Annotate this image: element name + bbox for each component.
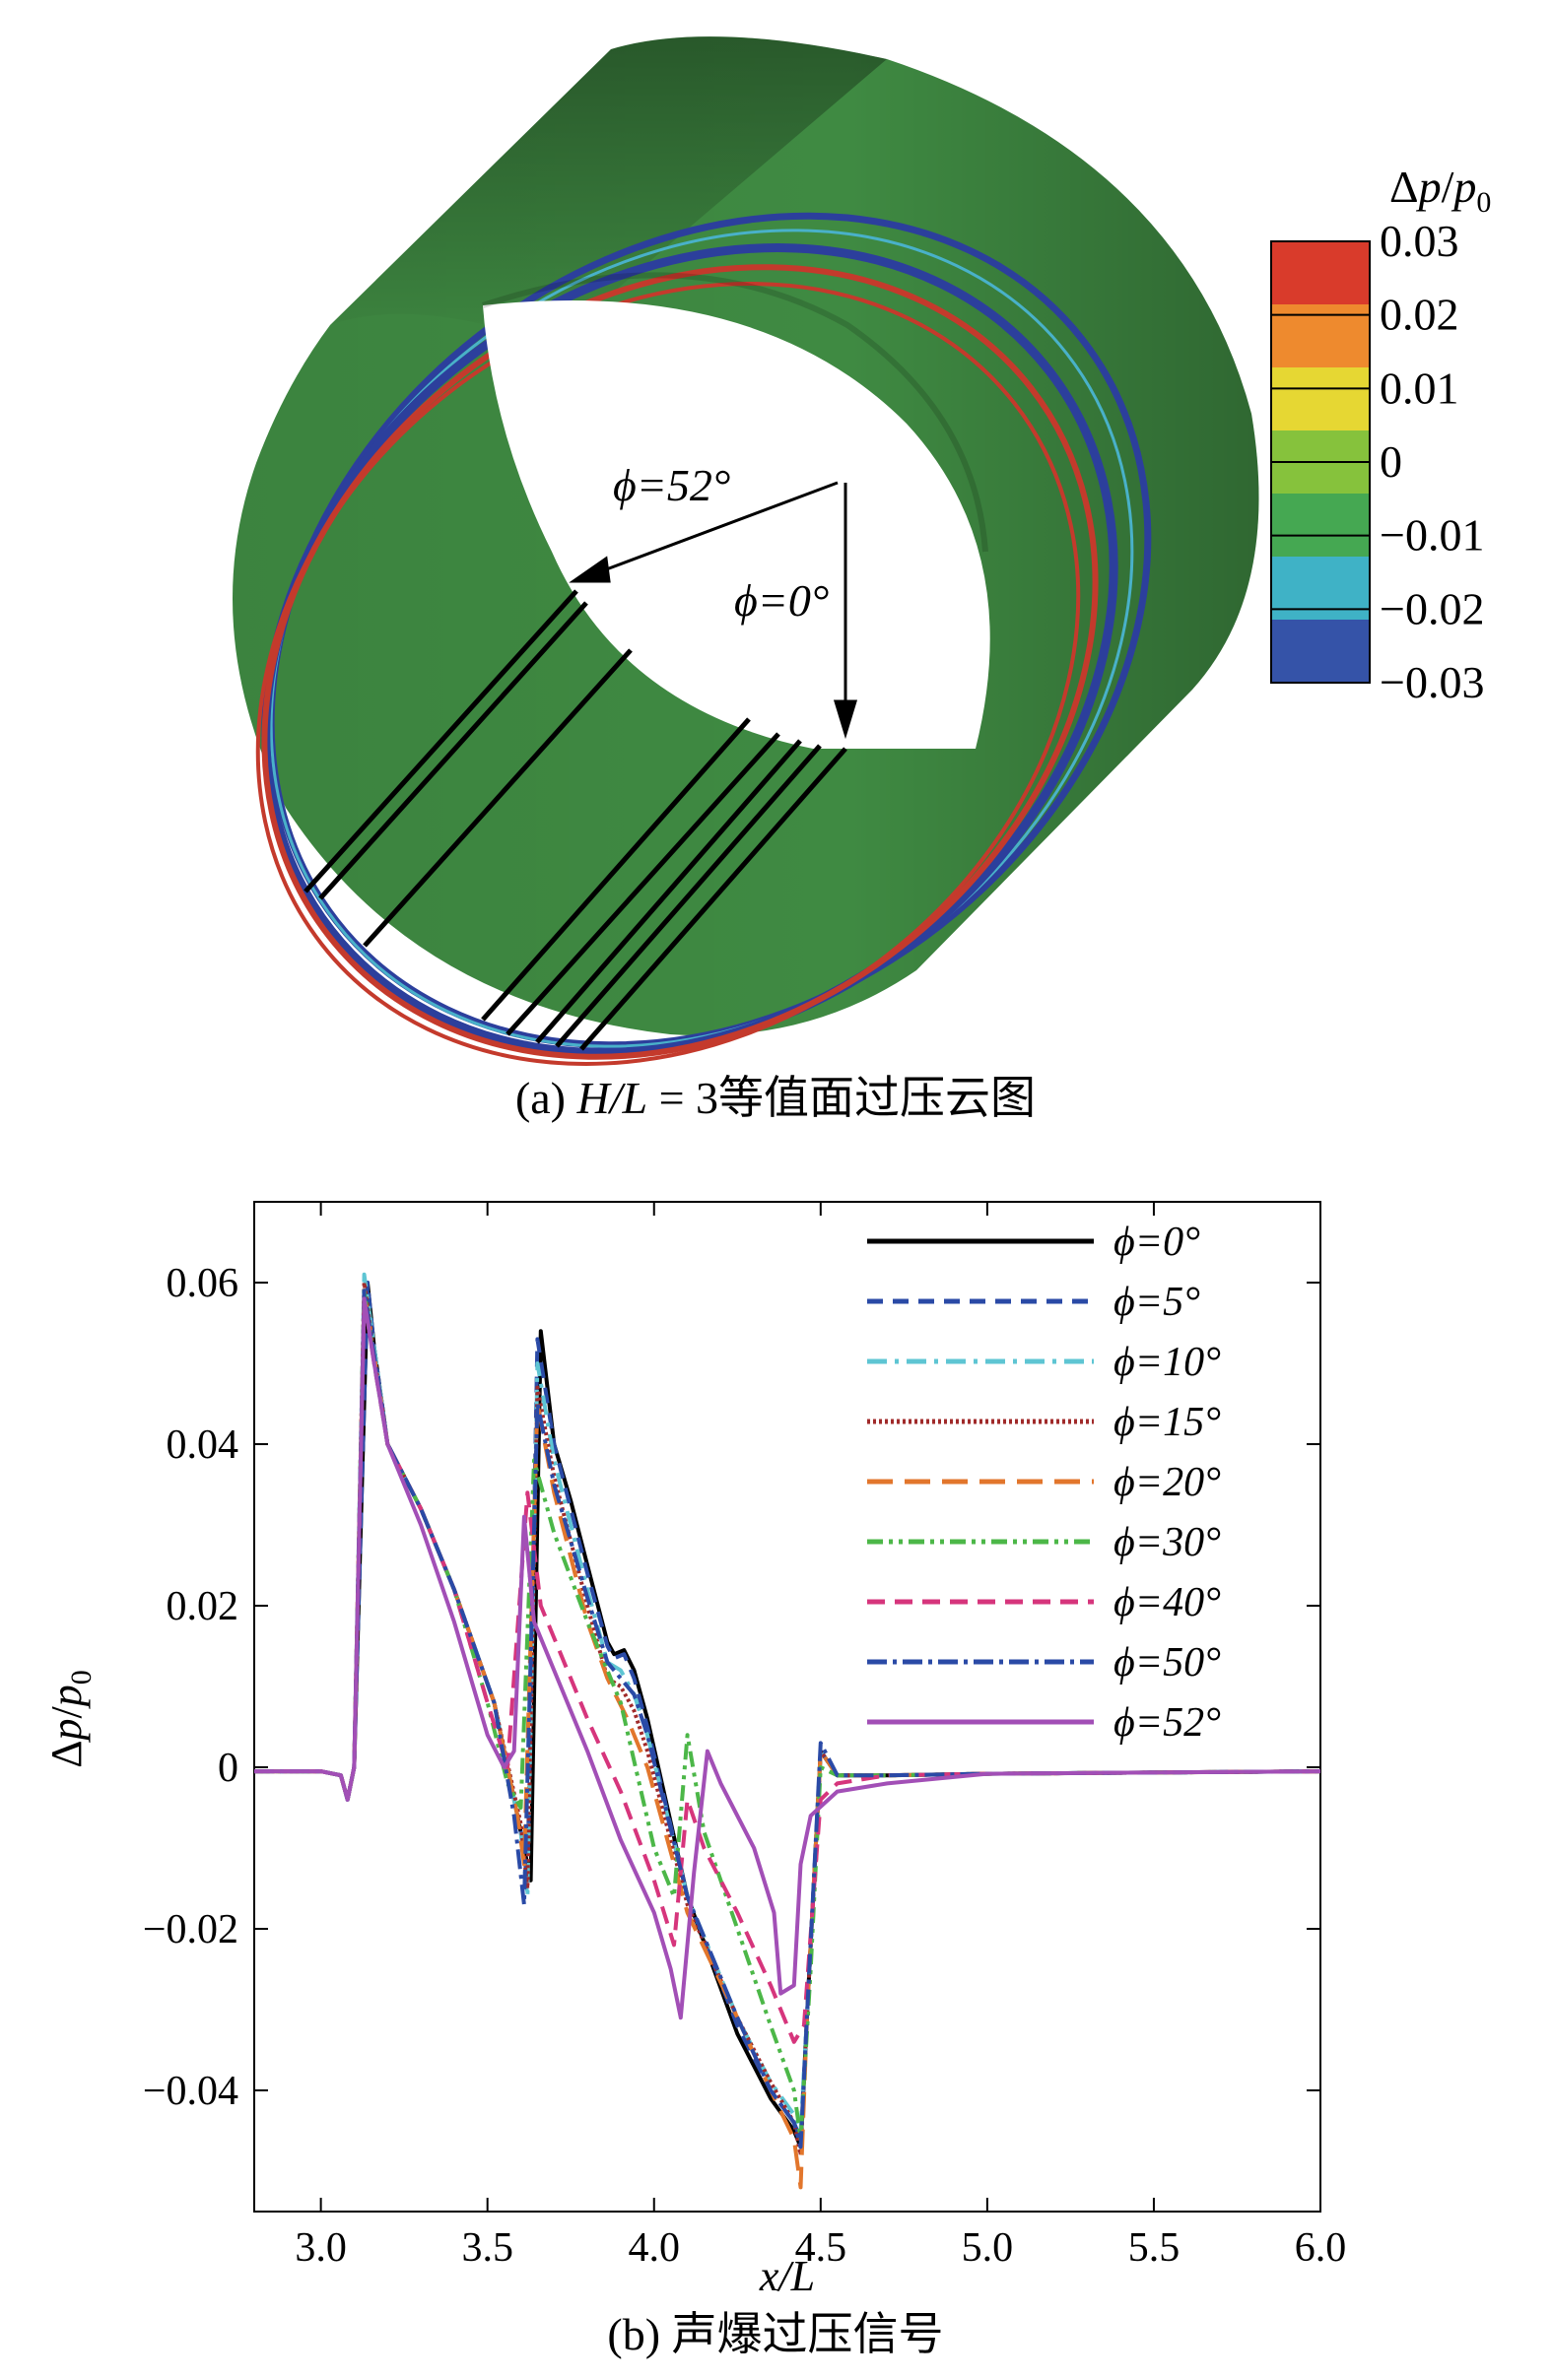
colorbar-segment — [1271, 241, 1370, 305]
colorbar-segment — [1271, 557, 1370, 621]
colorbar-segment — [1271, 367, 1370, 431]
colorbar-segment — [1271, 494, 1370, 558]
x-tick-label: 4.5 — [795, 2225, 847, 2271]
colorbar-title: Δp/p0 — [1389, 162, 1491, 219]
colorbar: Δp/p0 0.03 0.02 0.01 0 −0.01 −0.02 −0.03 — [1270, 162, 1491, 707]
series-lines — [254, 1272, 1321, 2190]
legend-label: ϕ=10° — [1113, 1340, 1221, 1385]
cylinder-surface: ϕ=52° ϕ=0° — [233, 36, 1259, 1066]
x-tick-label: 5.5 — [1128, 2225, 1181, 2271]
y-tick-label: −0.04 — [143, 2069, 238, 2114]
panel-b-caption: (b) 声爆过压信号 — [607, 2309, 943, 2359]
cylinder-opening — [483, 300, 990, 749]
colorbar-tick-label: −0.01 — [1380, 510, 1484, 561]
legend-label: ϕ=50° — [1113, 1640, 1221, 1686]
y-tick-label: 0.02 — [167, 1584, 239, 1629]
y-tick-label: 0.06 — [167, 1261, 239, 1306]
receiver-lines — [304, 589, 847, 1051]
x-tick-label: 5.0 — [962, 2225, 1014, 2271]
plot-frame — [253, 1201, 1321, 2213]
colorbar-tick-label: −0.03 — [1380, 657, 1484, 707]
x-tick-label: 3.5 — [461, 2225, 513, 2271]
y-axis-label: Δp/p0 — [42, 1670, 98, 1768]
colorbar-tick-label: 0.01 — [1380, 363, 1459, 413]
pressure-rings — [255, 212, 1152, 1066]
legend-label: ϕ=15° — [1113, 1400, 1221, 1445]
angle-label-52: ϕ=52° — [613, 460, 730, 510]
colorbar-tick-label: 0.03 — [1380, 216, 1459, 266]
x-tick-label: 6.0 — [1295, 2225, 1347, 2271]
panel-b-chart: 0.06 0.04 0.02 0 −0.02 −0.04 3.0 3.5 4.0 4.5 5.0 5… — [42, 1201, 1346, 2359]
legend-label: ϕ=40° — [1113, 1580, 1221, 1625]
colorbar-tick-label: −0.02 — [1380, 583, 1484, 633]
y-tick-label: 0.04 — [167, 1422, 239, 1468]
x-tick-label: 3.0 — [295, 2225, 347, 2271]
y-tick-label: −0.02 — [143, 1907, 238, 1952]
series-line — [254, 1296, 1321, 2020]
legend-label: ϕ=20° — [1113, 1460, 1221, 1505]
legend-label: ϕ=30° — [1113, 1520, 1221, 1565]
x-axis: 3.0 3.5 4.0 4.5 5.0 5.5 6.0 — [295, 1202, 1346, 2271]
y-axis: 0.06 0.04 0.02 0 −0.02 −0.04 — [143, 1261, 1320, 2114]
colorbar-tick-label: 0 — [1380, 436, 1402, 487]
colorbar-segment — [1271, 620, 1370, 684]
legend-label: ϕ=5° — [1113, 1280, 1200, 1325]
legend-label: ϕ=0° — [1113, 1220, 1200, 1265]
series-line — [254, 1272, 1321, 2133]
x-axis-label: x/L — [759, 2252, 815, 2300]
legend: ϕ=0° ϕ=5° ϕ=10° ϕ=15° ϕ=20° ϕ=30° ϕ=40° ϕ=50° ϕ=… — [867, 1220, 1221, 1746]
series-line — [254, 1281, 1321, 2142]
y-tick-label: 0 — [218, 1746, 238, 1791]
angle-arrows — [569, 481, 858, 740]
panel-a-contour-figure: ϕ=52° ϕ=0° Δp/p0 0.03 0.02 0.01 0 −0.01 −0.02… — [233, 36, 1491, 1123]
x-tick-label: 4.0 — [629, 2225, 681, 2271]
panel-a-caption: (a) H/L = 3等值面过压云图 — [515, 1073, 1036, 1123]
angle-label-0: ϕ=0° — [734, 575, 829, 626]
legend-label: ϕ=52° — [1113, 1700, 1221, 1746]
colorbar-tick-label: 0.02 — [1380, 290, 1459, 340]
